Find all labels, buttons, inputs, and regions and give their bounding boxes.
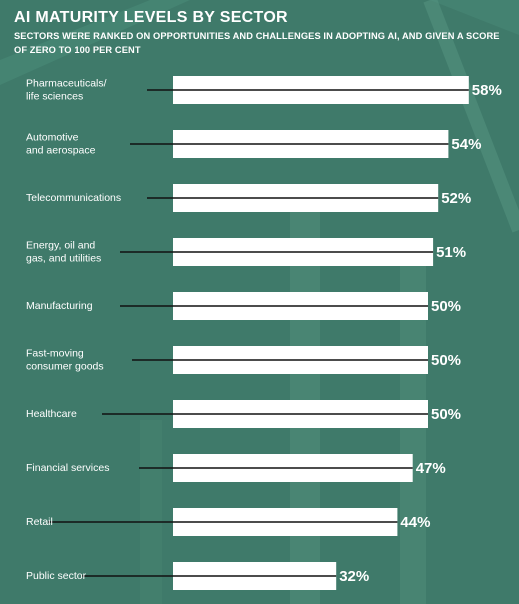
category-label-1-line-1: and aerospace [26,144,96,156]
chart-subtitle: SECTORS WERE RANKED ON OPPORTUNITIES AND… [14,31,500,55]
value-label-2: 52% [441,190,471,207]
chart-header: AI MATURITY LEVELS BY SECTOR SECTORS WER… [14,9,504,57]
category-label-4: Manufacturing [26,300,93,312]
category-label-5-line-1: consumer goods [26,360,104,372]
category-label-9: Public sector [26,570,87,582]
value-label-1: 54% [451,136,481,153]
category-label-0-line-0: Pharmaceuticals/ [26,77,107,89]
category-label-6: Healthcare [26,408,77,420]
category-label-0-line-1: life sciences [26,90,83,102]
category-label-7: Financial services [26,462,109,474]
category-label-8: Retail [26,516,53,528]
value-label-0: 58% [472,82,502,99]
value-label-6: 50% [431,406,461,423]
category-label-3-line-0: Energy, oil and [26,239,95,251]
value-label-8: 44% [400,514,430,531]
category-label-1-line-0: Automotive [26,131,79,143]
value-label-9: 32% [339,568,369,585]
category-label-2: Telecommunications [26,192,121,204]
value-label-4: 50% [431,298,461,315]
category-label-5-line-0: Fast-moving [26,347,84,359]
value-label-3: 51% [436,244,466,261]
value-label-5: 50% [431,352,461,369]
chart-title: AI MATURITY LEVELS BY SECTOR [14,9,288,26]
value-label-7: 47% [416,460,446,477]
category-label-3-line-1: gas, and utilities [26,252,101,264]
